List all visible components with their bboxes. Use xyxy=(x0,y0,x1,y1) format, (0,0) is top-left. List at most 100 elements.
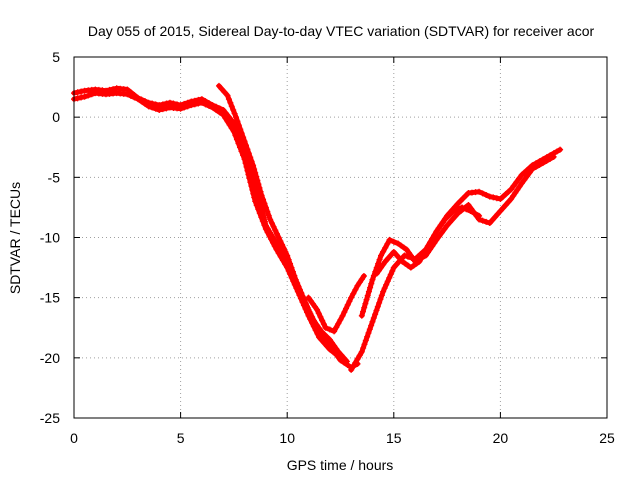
data-point-marker xyxy=(88,91,95,98)
data-point-marker xyxy=(476,212,483,219)
data-point-marker xyxy=(328,339,335,346)
data-point-marker xyxy=(401,252,408,259)
data-point-marker xyxy=(436,233,443,240)
data-point-marker xyxy=(74,95,81,102)
data-point-marker xyxy=(304,304,311,311)
data-point-marker xyxy=(479,190,486,197)
data-point-marker xyxy=(380,288,387,295)
data-point-marker xyxy=(81,93,88,100)
data-point-marker xyxy=(266,232,273,239)
data-point-marker xyxy=(378,252,385,259)
data-point-marker xyxy=(376,299,383,306)
data-point-marker xyxy=(311,319,318,326)
data-point-marker xyxy=(277,253,284,260)
data-point-marker xyxy=(446,219,453,226)
data-point-marker xyxy=(317,313,324,320)
data-point-marker xyxy=(292,276,299,283)
data-point-marker xyxy=(224,118,231,125)
data-point-marker xyxy=(471,210,478,217)
data-point-marker xyxy=(360,273,367,280)
data-point-marker xyxy=(427,240,434,247)
data-point-marker xyxy=(298,290,305,297)
data-point-marker xyxy=(237,126,244,133)
data-point-marker xyxy=(85,92,92,99)
data-point-marker xyxy=(363,296,370,303)
data-point-marker xyxy=(252,169,259,176)
data-point-marker xyxy=(311,303,318,310)
data-point-marker xyxy=(260,196,267,203)
data-point-marker xyxy=(483,218,490,225)
data-point-marker xyxy=(429,236,436,243)
data-point-marker xyxy=(318,337,325,344)
data-point-marker xyxy=(373,307,380,314)
data-point-marker xyxy=(227,99,234,106)
data-point-marker xyxy=(238,148,245,155)
data-point-marker xyxy=(459,204,466,211)
data-point-marker xyxy=(386,274,393,281)
y-tick-label: -20 xyxy=(40,350,60,366)
y-tick-label: -10 xyxy=(40,230,60,246)
data-point-marker xyxy=(524,173,531,180)
data-point-marker xyxy=(291,272,298,279)
data-point-marker xyxy=(225,96,232,103)
series-line xyxy=(216,83,350,364)
data-point-marker xyxy=(247,179,254,186)
data-point-marker xyxy=(321,331,328,338)
data-point-marker xyxy=(271,243,278,250)
data-point-marker xyxy=(341,309,348,316)
data-point-marker xyxy=(374,303,381,310)
data-point-marker xyxy=(206,102,213,109)
data-point-marker xyxy=(476,188,483,195)
data-point-marker xyxy=(301,297,308,304)
data-point-marker xyxy=(258,214,265,221)
data-point-marker xyxy=(335,348,342,355)
x-tick-label: 5 xyxy=(177,430,185,446)
data-point-marker xyxy=(273,230,280,237)
data-point-marker xyxy=(384,278,391,285)
data-point-marker xyxy=(532,163,539,170)
data-point-marker xyxy=(314,306,321,313)
data-point-marker xyxy=(352,286,359,293)
data-point-marker xyxy=(285,256,292,263)
series-trace-f xyxy=(358,153,557,319)
data-point-marker xyxy=(264,208,271,215)
data-point-marker xyxy=(309,316,316,323)
data-point-marker xyxy=(526,169,533,176)
data-point-marker xyxy=(177,105,184,112)
data-point-marker xyxy=(508,186,515,193)
data-point-marker xyxy=(457,198,464,205)
data-point-marker xyxy=(228,125,235,132)
data-point-marker xyxy=(302,300,309,307)
data-point-marker xyxy=(521,176,528,183)
data-point-marker xyxy=(358,276,365,283)
data-point-marker xyxy=(454,206,461,213)
data-point-marker xyxy=(134,96,141,103)
data-point-marker xyxy=(341,355,348,362)
data-point-marker xyxy=(543,157,550,164)
x-tick-label: 10 xyxy=(279,430,295,446)
data-point-marker xyxy=(369,318,376,325)
data-point-marker xyxy=(78,94,85,101)
data-point-marker xyxy=(307,297,314,304)
data-point-marker xyxy=(287,260,294,267)
data-point-marker xyxy=(383,281,390,288)
data-point-marker xyxy=(364,292,371,299)
data-point-marker xyxy=(264,229,271,236)
data-point-marker xyxy=(409,255,416,262)
data-point-marker xyxy=(323,333,330,340)
data-point-marker xyxy=(557,146,564,153)
data-point-marker xyxy=(547,155,554,162)
data-point-marker xyxy=(289,268,296,275)
data-point-marker xyxy=(370,314,377,321)
data-point-marker xyxy=(279,241,286,248)
data-point-marker xyxy=(74,89,81,96)
data-point-marker xyxy=(299,293,306,300)
data-point-marker xyxy=(231,110,238,117)
data-point-marker xyxy=(262,204,269,211)
data-point-marker xyxy=(431,232,438,239)
data-point-marker xyxy=(382,258,389,265)
data-point-marker xyxy=(505,199,512,206)
data-point-marker xyxy=(142,100,149,107)
data-point-marker xyxy=(241,138,248,145)
data-point-marker xyxy=(493,195,500,202)
